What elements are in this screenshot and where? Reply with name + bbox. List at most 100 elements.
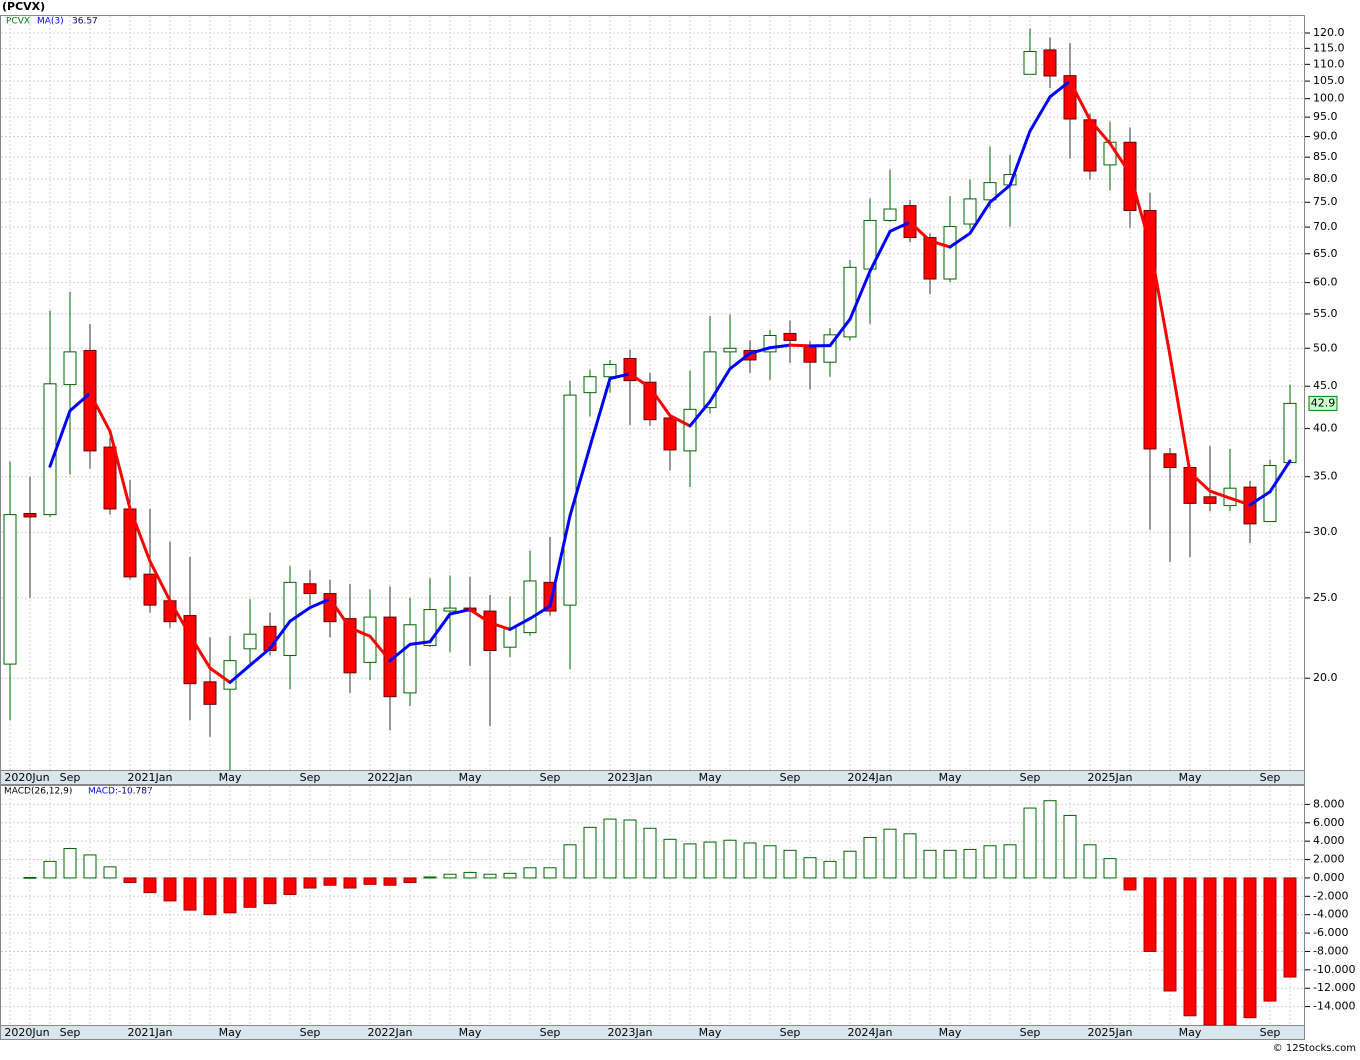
candle-body (1164, 454, 1176, 468)
y-tick-label: 120.0 (1313, 26, 1345, 39)
x-tick-label: May (939, 1026, 962, 1039)
macd-bar (104, 867, 116, 878)
y-tick-label: 75.0 (1313, 195, 1338, 208)
macd-bar (1224, 878, 1236, 1025)
candle-body (224, 661, 236, 690)
x-tick-label: 2021Jan (128, 1026, 173, 1039)
x-tick-label: 2022Jan (368, 1026, 413, 1039)
macd-bar (584, 827, 596, 878)
macd-bar (424, 877, 436, 878)
legend-ma-value: 36.57 (72, 17, 98, 27)
ma-segment (790, 345, 810, 346)
x-tick-label: 2024Jan (848, 1026, 893, 1039)
x-tick-label: Sep (1260, 771, 1281, 784)
macd-bar (404, 878, 416, 883)
last-price-label: 42.9 (1311, 396, 1336, 409)
macd-bar (1144, 878, 1156, 952)
candle-body (4, 515, 16, 664)
macd-bar (204, 878, 216, 915)
x-tick-label: May (459, 1026, 482, 1039)
macd-bar (544, 868, 556, 878)
macd-bar (644, 828, 656, 878)
y-tick-label: 100.0 (1313, 92, 1345, 105)
macd-bar (1004, 845, 1016, 878)
candle-body (584, 377, 596, 393)
y-tick-label: 115.0 (1313, 41, 1345, 54)
x-tick-label: Sep (540, 771, 561, 784)
candle-body (44, 384, 56, 515)
candle-body (244, 634, 256, 649)
candle-body (1024, 51, 1036, 74)
y-tick-label: 80.0 (1313, 172, 1338, 185)
candle-body (724, 348, 736, 352)
x-tick-label: Sep (1020, 1026, 1041, 1039)
y-tick-label: -8.000 (1313, 944, 1348, 957)
x-tick-label: 2022Jan (368, 771, 413, 784)
macd-bar (664, 839, 676, 878)
macd-bar (704, 842, 716, 878)
y-tick-label: 6.000 (1313, 816, 1345, 829)
macd-bar (484, 874, 496, 878)
candle-body (484, 611, 496, 650)
y-tick-label: 60.0 (1313, 276, 1338, 289)
macd-bar (1284, 878, 1296, 977)
macd-bar (1204, 878, 1216, 1025)
x-tick-label: May (1179, 771, 1202, 784)
candle-body (104, 447, 116, 509)
x-tick-label: Sep (300, 1026, 321, 1039)
macd-bar (84, 855, 96, 878)
candle-body (804, 346, 816, 362)
macd-bar (144, 878, 156, 893)
y-tick-label: 35.0 (1313, 470, 1338, 483)
candle-body (784, 333, 796, 340)
macd-bar (524, 868, 536, 878)
macd-bar (904, 834, 916, 878)
macd-bar (384, 878, 396, 885)
macd-bar (264, 878, 276, 904)
y-tick-label: -4.000 (1313, 908, 1348, 921)
macd-bar (1264, 878, 1276, 1001)
macd-bar (684, 844, 696, 878)
macd-bar (624, 820, 636, 878)
x-tick-label: 2025Jan (1088, 771, 1133, 784)
macd-bar (1104, 859, 1116, 878)
macd-bar (1124, 878, 1136, 890)
macd-bar (344, 878, 356, 888)
x-tick-label: Sep (780, 771, 801, 784)
candle-body (1204, 497, 1216, 504)
macd-bar (1244, 878, 1256, 1018)
macd-bar (924, 850, 936, 878)
macd-bar (464, 872, 476, 878)
y-tick-label: 55.0 (1313, 307, 1338, 320)
macd-bar (884, 829, 896, 878)
x-tick-label: May (699, 1026, 722, 1039)
x-tick-label: 2020Jun (4, 771, 49, 784)
footer: © 12Stocks.com (1273, 1043, 1356, 1054)
macd-bar (984, 846, 996, 878)
candle-body (64, 352, 76, 385)
macd-bar (24, 877, 36, 878)
macd-bar (864, 837, 876, 877)
y-tick-label: -12.000 (1313, 981, 1355, 994)
macd-bar (304, 878, 316, 888)
y-tick-label: -2.000 (1313, 889, 1348, 902)
x-tick-label: 2021Jan (128, 771, 173, 784)
macd-bar (284, 878, 296, 895)
x-tick-label: May (699, 771, 722, 784)
candle-body (304, 584, 316, 594)
y-tick-label: 70.0 (1313, 220, 1338, 233)
y-tick-label: 4.000 (1313, 834, 1345, 847)
macd-bar (824, 861, 836, 878)
candle-body (204, 682, 216, 705)
x-tick-label: Sep (60, 771, 81, 784)
y-tick-label: 95.0 (1313, 110, 1338, 123)
macd-bar (164, 878, 176, 901)
macd-bar (944, 850, 956, 878)
y-tick-label: 25.0 (1313, 591, 1338, 604)
y-tick-label: 20.0 (1313, 671, 1338, 684)
macd-bar (64, 849, 76, 878)
y-tick-label: 2.000 (1313, 853, 1345, 866)
candle-body (144, 574, 156, 605)
candle-body (884, 209, 896, 220)
